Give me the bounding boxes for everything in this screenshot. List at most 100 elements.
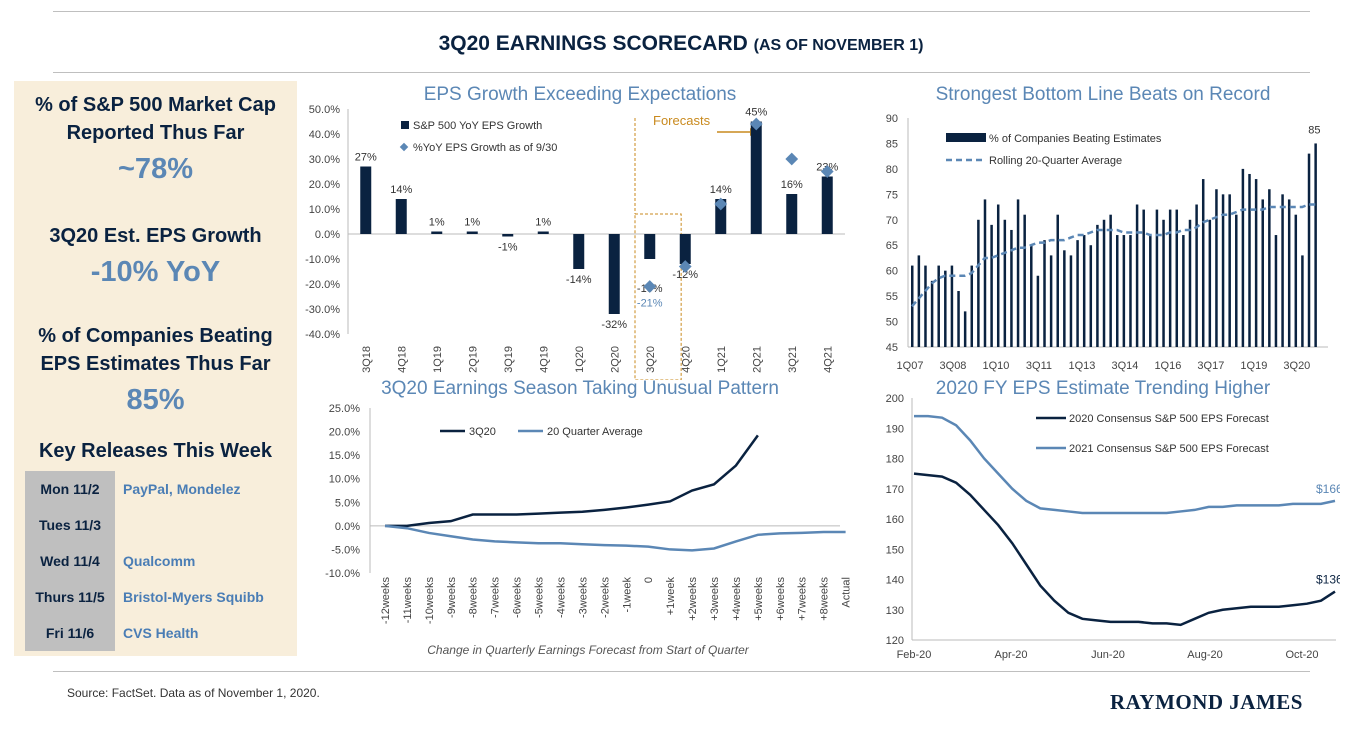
bar — [1082, 235, 1086, 347]
x-tick-label: -6weeks — [512, 577, 524, 618]
y-tick-label: 180 — [886, 454, 904, 466]
bar — [431, 231, 443, 234]
x-tick-label: 3Q18 — [361, 346, 373, 373]
bar — [360, 166, 372, 234]
x-tick-label: -9weeks — [446, 577, 458, 618]
bar — [1268, 189, 1271, 347]
x-tick-label: 3Q17 — [1197, 360, 1224, 372]
releases-heading-block: Key Releases This Week — [14, 437, 297, 465]
bar — [1149, 235, 1152, 347]
bar — [996, 204, 1000, 347]
releases-table: Mon 11/2 PayPal, Mondelez Tues 11/3 Wed … — [25, 471, 297, 651]
y-tick-label: 170 — [886, 484, 904, 496]
bar — [1221, 194, 1225, 347]
y-tick-label: 10.0% — [309, 204, 340, 216]
bar — [1010, 229, 1013, 347]
marker — [785, 152, 799, 166]
marker-value-label: -21% — [637, 298, 663, 310]
bar — [1003, 219, 1007, 347]
release-row: Thurs 11/5 Bristol-Myers Squibb — [25, 579, 297, 615]
x-tick-label: 1Q21 — [716, 346, 728, 373]
series-line — [385, 434, 759, 528]
x-tick-label: +2weeks — [687, 577, 699, 621]
releases-heading: Key Releases This Week — [38, 440, 273, 462]
x-tick-label: Aug-20 — [1187, 649, 1222, 661]
x-tick-label: -1week — [621, 577, 633, 613]
bar — [1096, 224, 1099, 347]
x-tick-label: 3Q20 — [645, 346, 657, 373]
bar — [502, 234, 514, 237]
legend-swatch-bars — [946, 133, 986, 142]
bar-value-label: -14% — [566, 274, 592, 286]
y-tick-label: -20.0% — [305, 279, 340, 291]
legend-label: 2021 Consensus S&P 500 EPS Forecast — [1069, 443, 1269, 455]
legend-label: %YoY EPS Growth as of 9/30 — [413, 142, 557, 154]
bar — [1162, 219, 1165, 347]
bar-value-label: 14% — [710, 184, 732, 196]
bar — [924, 265, 927, 347]
series-line — [913, 472, 1336, 627]
bar — [963, 311, 967, 347]
y-tick-label: 140 — [886, 575, 904, 587]
bar — [1168, 209, 1172, 347]
release-company: PayPal, Mondelez — [123, 481, 241, 497]
y-tick-label: 0.0% — [315, 229, 340, 241]
release-row: Fri 11/6 CVS Health — [25, 615, 297, 651]
beating-heading-1: % of Companies Beating — [38, 325, 273, 347]
x-tick-label: 1Q19 — [432, 346, 444, 373]
x-tick-label: 1Q19 — [1240, 360, 1267, 372]
y-tick-label: 55 — [886, 291, 898, 303]
bar — [395, 199, 407, 234]
release-day: Fri 11/6 — [25, 615, 115, 651]
bar — [1049, 255, 1053, 347]
page-title-main: 3Q20 EARNINGS SCORECARD — [438, 32, 748, 55]
y-tick-label: 50.0% — [309, 104, 340, 116]
x-tick-label: -3weeks — [577, 577, 589, 618]
eps-growth-value: -10% YoY — [90, 256, 221, 288]
x-tick-label: 3Q20 — [1283, 360, 1310, 372]
x-tick-label: Oct-20 — [1285, 649, 1318, 661]
bar — [977, 219, 980, 347]
bar — [930, 280, 934, 347]
eps-growth-chart: 50.0% 40.0% 30.0% 20.0% 10.0% 0.0% -10.0% -20.0… — [305, 104, 845, 380]
y-tick-label: 0.0% — [335, 521, 360, 533]
chart4-title: 2020 FY EPS Estimate Trending Higher — [935, 378, 1271, 399]
bar — [1208, 219, 1212, 347]
legend-label: Rolling 20-Quarter Average — [989, 155, 1122, 167]
raymond-james-logo: RAYMOND JAMES — [1110, 690, 1303, 714]
scorecard-sidebar: % of S&P 500 Market Cap Reported Thus Fa… — [14, 81, 297, 656]
bottom-rule — [53, 671, 1310, 672]
bar — [1287, 199, 1291, 347]
release-day: Thurs 11/5 — [25, 579, 115, 615]
x-tick-label: -11weeks — [402, 577, 414, 624]
bar — [917, 255, 921, 347]
x-tick-label: 1Q10 — [983, 360, 1010, 372]
forecast-box — [634, 213, 682, 380]
bar — [990, 224, 993, 347]
bar-value-label: 45% — [745, 107, 767, 119]
x-tick-label: -5weeks — [534, 577, 546, 618]
bar — [1188, 219, 1192, 347]
end-value-label: $166 — [1316, 482, 1340, 496]
beating-heading-2: EPS Estimates Thus Far — [40, 353, 271, 375]
x-tick-label: 1Q13 — [1068, 360, 1095, 372]
bar — [950, 265, 954, 347]
bar — [1116, 235, 1119, 347]
x-tick-label: +4weeks — [731, 577, 743, 621]
y-tick-label: -5.0% — [331, 544, 360, 556]
x-tick-label: 2Q20 — [609, 346, 621, 373]
y-tick-label: 75 — [886, 189, 898, 201]
x-tick-label: +3weeks — [709, 577, 721, 621]
market-cap-heading-2: Reported Thus Far — [66, 122, 245, 144]
title-rule — [53, 72, 1310, 73]
bar — [537, 231, 549, 234]
bar — [1016, 199, 1020, 347]
bar — [1155, 209, 1159, 347]
x-tick-label: 3Q11 — [1026, 360, 1052, 372]
market-cap-heading-1: % of S&P 500 Market Cap — [35, 94, 276, 116]
x-tick-label: 1Q16 — [1154, 360, 1181, 372]
x-tick-label: -7weeks — [490, 577, 502, 618]
bar — [957, 291, 960, 347]
legend-swatch-bars — [401, 121, 409, 129]
bar — [1023, 214, 1026, 347]
